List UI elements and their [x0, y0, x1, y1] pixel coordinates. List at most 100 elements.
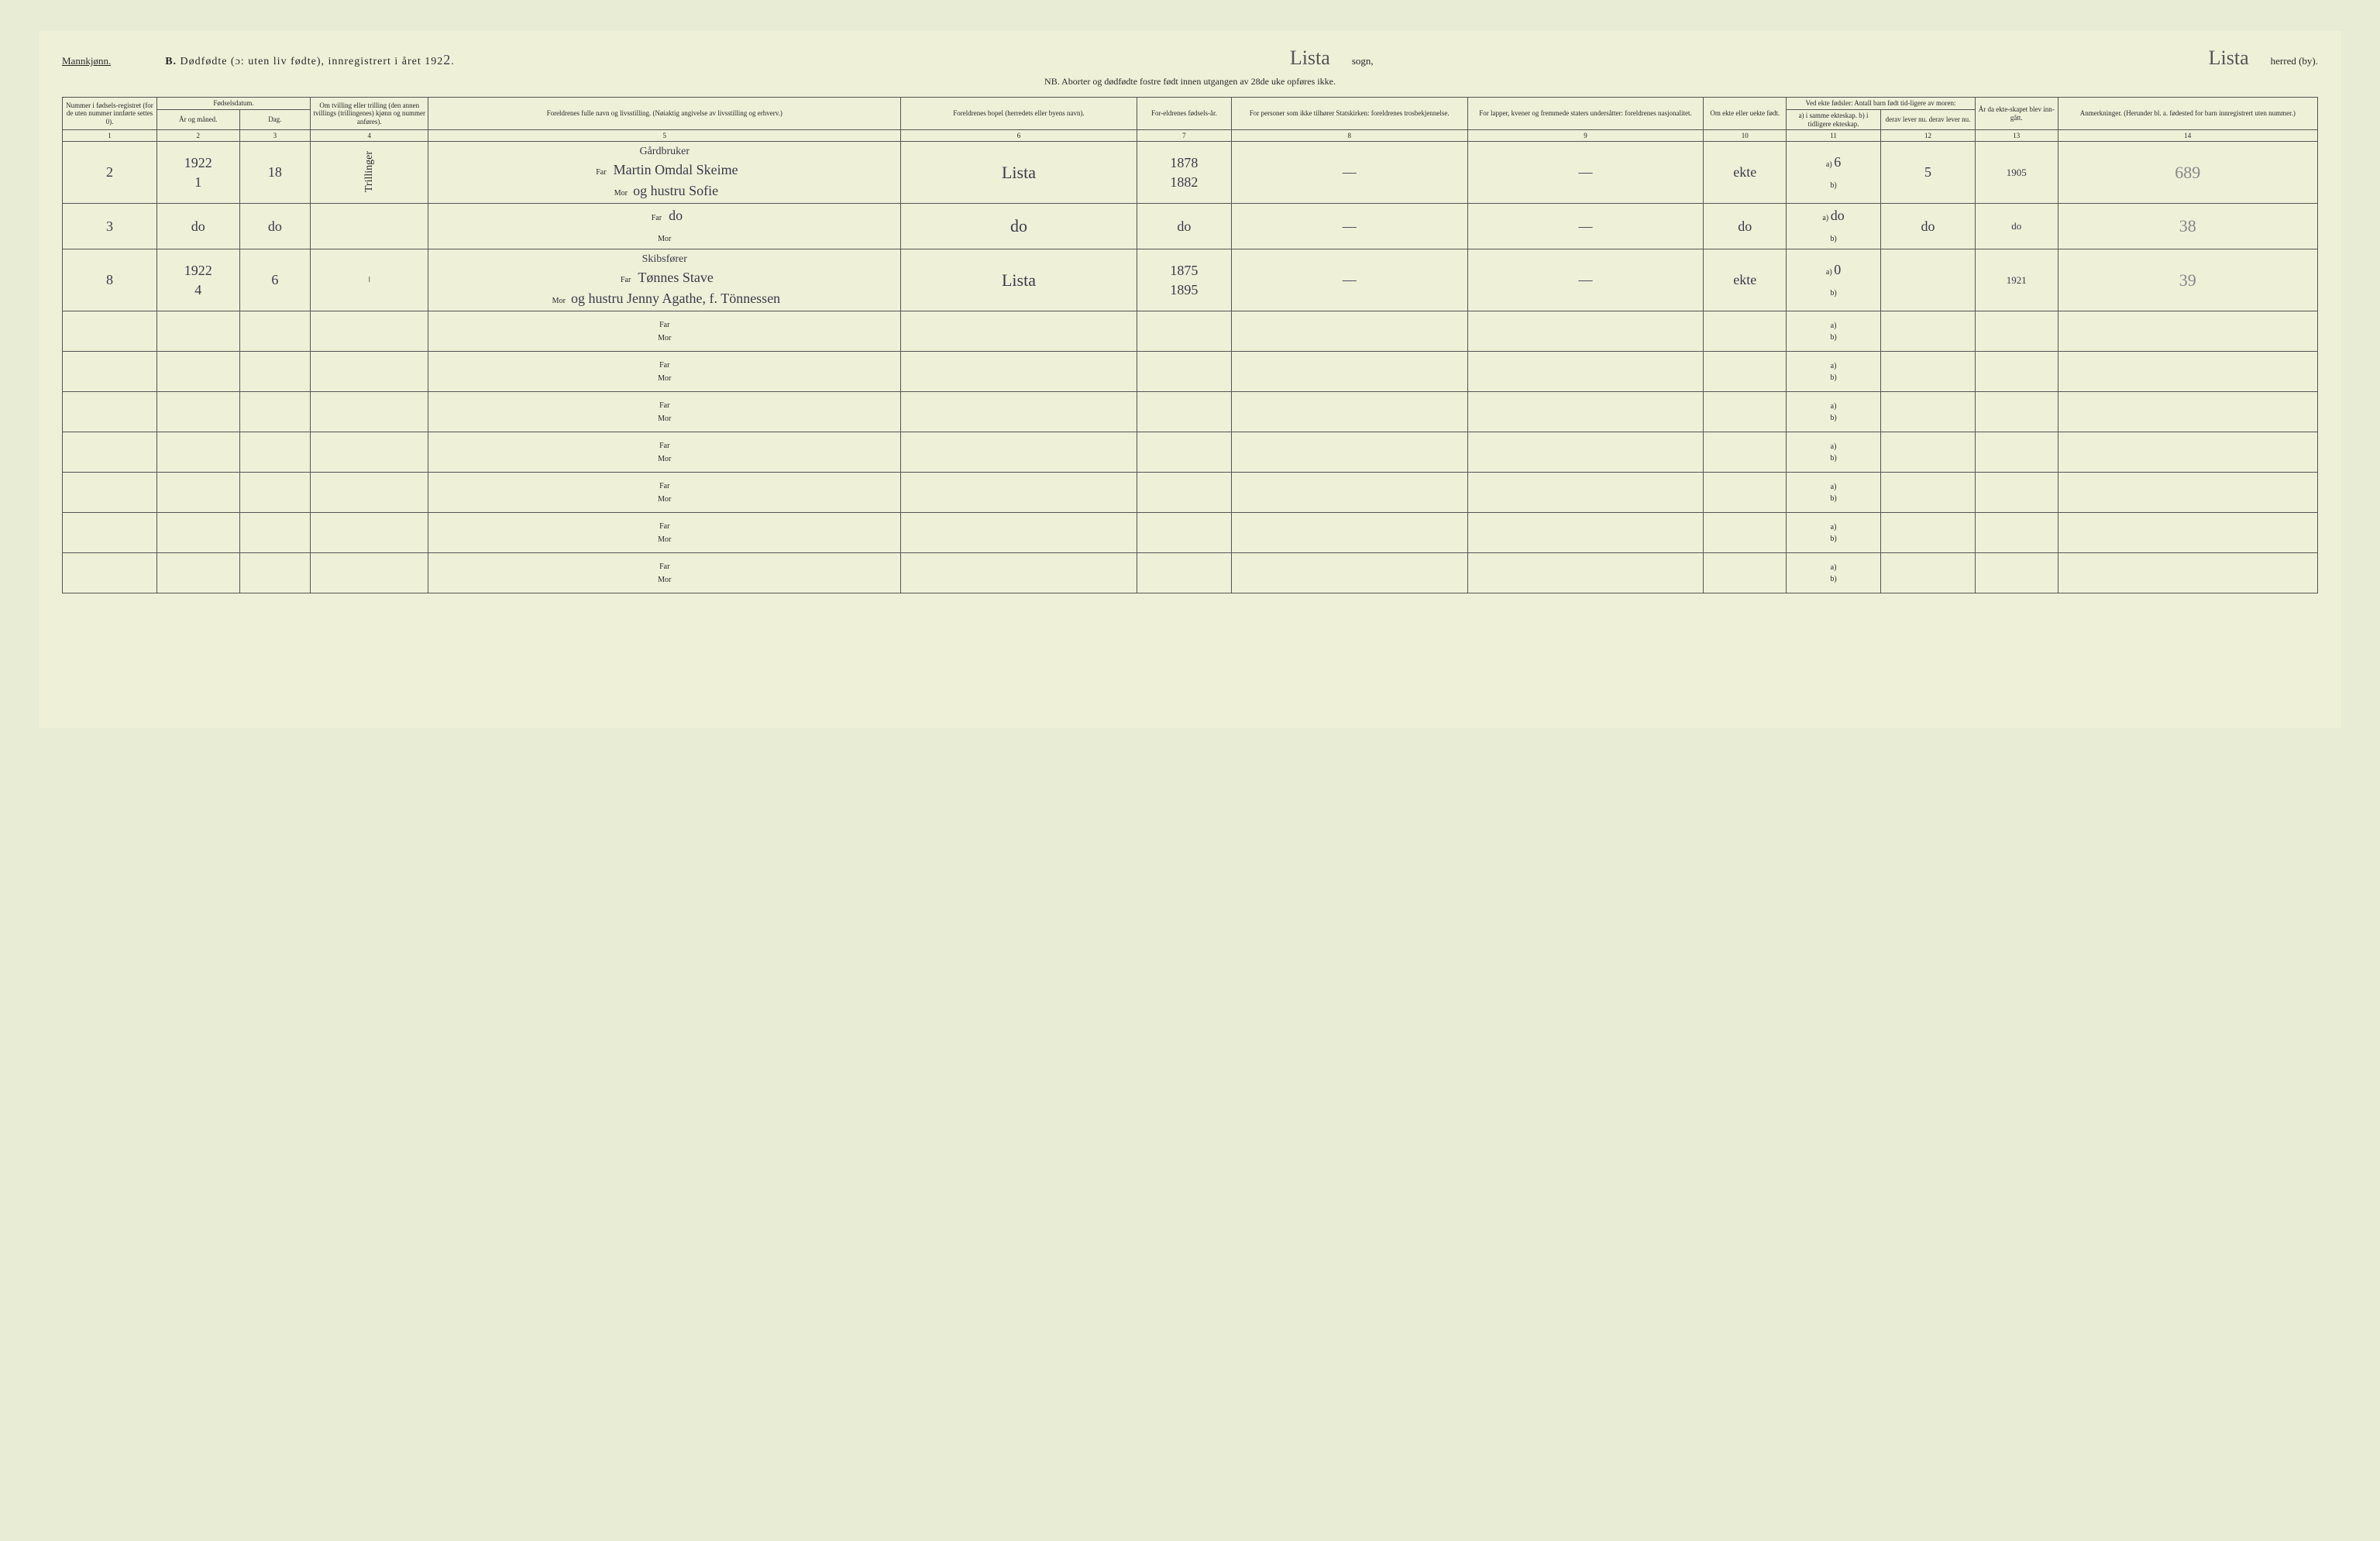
- table-row-empty: Far Mor a)b): [63, 311, 2318, 352]
- year-suffix: 2: [443, 52, 451, 67]
- marriage-year: do: [1975, 204, 2058, 249]
- father-name: do: [669, 208, 683, 223]
- col-8-header: For personer som ikke tilhører Statskirk…: [1231, 98, 1467, 130]
- herred-value: Lista: [2203, 46, 2255, 70]
- parents-cell: Gårdbruker Far Martin Omdal Skeime Mor o…: [428, 142, 901, 204]
- parents-cell-empty: Far Mor: [428, 553, 901, 593]
- father-name: Martin Omdal Skeime: [614, 162, 738, 177]
- table-row: 2 19221 18 Trillinger Gårdbruker Far Mar…: [63, 142, 2318, 204]
- marriage-year: 1905: [1975, 142, 2058, 204]
- table-head: Nummer i fødsels-registret (for de uten …: [63, 98, 2318, 142]
- mor-label: Mor: [655, 233, 675, 245]
- remark: 38: [2058, 204, 2317, 249]
- colnum: 9: [1467, 130, 1704, 142]
- twin-note: –: [311, 249, 428, 311]
- surviving-children: do: [1881, 204, 1976, 249]
- parents-cell-empty: Far Mor: [428, 392, 901, 432]
- table-row: 8 19224 6 – Skibsfører Far Tønnes Stave …: [63, 249, 2318, 311]
- colnum: 3: [239, 130, 310, 142]
- legitimate: ekte: [1704, 249, 1787, 311]
- far-label: Far: [591, 167, 611, 178]
- col-13-header: År da ekte-skapet blev inn-gått.: [1975, 98, 2058, 130]
- col-2-header: År og måned.: [156, 109, 239, 130]
- table-body: 2 19221 18 Trillinger Gårdbruker Far Mar…: [63, 142, 2318, 593]
- table-row: 3 do do Far do Mor do do — — do a) dob) …: [63, 204, 2318, 249]
- col-1-header: Nummer i fødsels-registret (for de uten …: [63, 98, 157, 130]
- occupation: Skibsfører: [642, 253, 687, 265]
- nationality: —: [1467, 249, 1704, 311]
- sogn-value: Lista: [1284, 46, 1336, 70]
- title-text: Dødfødte (ɔ: uten liv fødte), innregistr…: [181, 56, 444, 67]
- colnum: 7: [1137, 130, 1231, 142]
- colnum: 6: [901, 130, 1137, 142]
- gender-label: Mannkjønn.: [62, 55, 111, 67]
- parents-cell-empty: Far Mor: [428, 432, 901, 473]
- col-5-header: Foreldrenes fulle navn og livsstilling. …: [428, 98, 901, 130]
- legitimate: do: [1704, 204, 1787, 249]
- entry-number: 8: [63, 249, 157, 311]
- colnum: 1: [63, 130, 157, 142]
- legitimate: ekte: [1704, 142, 1787, 204]
- year-month: 19221: [156, 142, 239, 204]
- entry-number: 2: [63, 142, 157, 204]
- table-row-empty: Far Mor a)b): [63, 513, 2318, 553]
- remark: 39: [2058, 249, 2317, 311]
- prior-children: a) 6b): [1787, 142, 1881, 204]
- header-row-1: Mannkjønn. B. Dødfødte (ɔ: uten liv født…: [62, 46, 2318, 70]
- marriage-year: 1921: [1975, 249, 2058, 311]
- parents-cell-empty: Far Mor: [428, 473, 901, 513]
- mother-name: og hustru Sofie: [633, 183, 718, 198]
- col-14-header: Anmerkninger. (Herunder bl. a. fødested …: [2058, 98, 2317, 130]
- prior-children: a) dob): [1787, 204, 1881, 249]
- table-row-empty: Far Mor a)b): [63, 432, 2318, 473]
- nationality: —: [1467, 142, 1704, 204]
- surviving-children: [1881, 249, 1976, 311]
- register-page: Mannkjønn. B. Dødfødte (ɔ: uten liv født…: [39, 31, 2341, 728]
- col-3-header: Dag.: [239, 109, 310, 130]
- col-12-header: derav lever nu. derav lever nu.: [1881, 109, 1976, 130]
- residence: Lista: [901, 142, 1137, 204]
- religion: —: [1231, 204, 1467, 249]
- prior-children: a) 0b): [1787, 249, 1881, 311]
- parent-birth-years: 18751895: [1137, 249, 1231, 311]
- title-prefix: B.: [165, 56, 177, 67]
- col-11-header: a) i samme ekteskap. b) i tidligere ekte…: [1787, 109, 1881, 130]
- herred-label: herred (by).: [2271, 55, 2318, 67]
- table-row-empty: Far Mor a)b): [63, 352, 2318, 392]
- colnum: 10: [1704, 130, 1787, 142]
- col-10-header: Om ekte eller uekte født.: [1704, 98, 1787, 130]
- colnum: 2: [156, 130, 239, 142]
- colnum: 14: [2058, 130, 2317, 142]
- nationality: —: [1467, 204, 1704, 249]
- colnum: 11: [1787, 130, 1881, 142]
- day: do: [239, 204, 310, 249]
- col-6-header: Foreldrenes bopel (herredets eller byens…: [901, 98, 1137, 130]
- day: 6: [239, 249, 310, 311]
- parents-cell-empty: Far Mor: [428, 311, 901, 352]
- parent-birth-years: 18781882: [1137, 142, 1231, 204]
- far-label: Far: [616, 274, 636, 286]
- col-7-header: For-eldrenes fødsels-år.: [1137, 98, 1231, 130]
- table-row-empty: Far Mor a)b): [63, 392, 2318, 432]
- colnum: 5: [428, 130, 901, 142]
- colnum: 12: [1881, 130, 1976, 142]
- parent-birth-years: do: [1137, 204, 1231, 249]
- year-month: do: [156, 204, 239, 249]
- twin-note: [311, 204, 428, 249]
- colnum: 4: [311, 130, 428, 142]
- title: B. Dødfødte (ɔ: uten liv fødte), innregi…: [165, 52, 455, 68]
- col-9-header: For lapper, kvener og fremmede staters u…: [1467, 98, 1704, 130]
- col-4-header: Om tvilling eller trilling (den annen tv…: [311, 98, 428, 130]
- remark: 689: [2058, 142, 2317, 204]
- column-number-row: 1 2 3 4 5 6 7 8 9 10 11 12 13 14: [63, 130, 2318, 142]
- occupation: Gårdbruker: [639, 146, 690, 157]
- table-row-empty: Far Mor a)b): [63, 473, 2318, 513]
- colnum: 8: [1231, 130, 1467, 142]
- sogn-label: sogn,: [1352, 55, 1374, 67]
- register-table: Nummer i fødsels-registret (for de uten …: [62, 97, 2318, 593]
- day: 18: [239, 142, 310, 204]
- mor-label: Mor: [549, 295, 569, 307]
- residence: Lista: [901, 249, 1137, 311]
- parents-cell: Far do Mor: [428, 204, 901, 249]
- colnum: 13: [1975, 130, 2058, 142]
